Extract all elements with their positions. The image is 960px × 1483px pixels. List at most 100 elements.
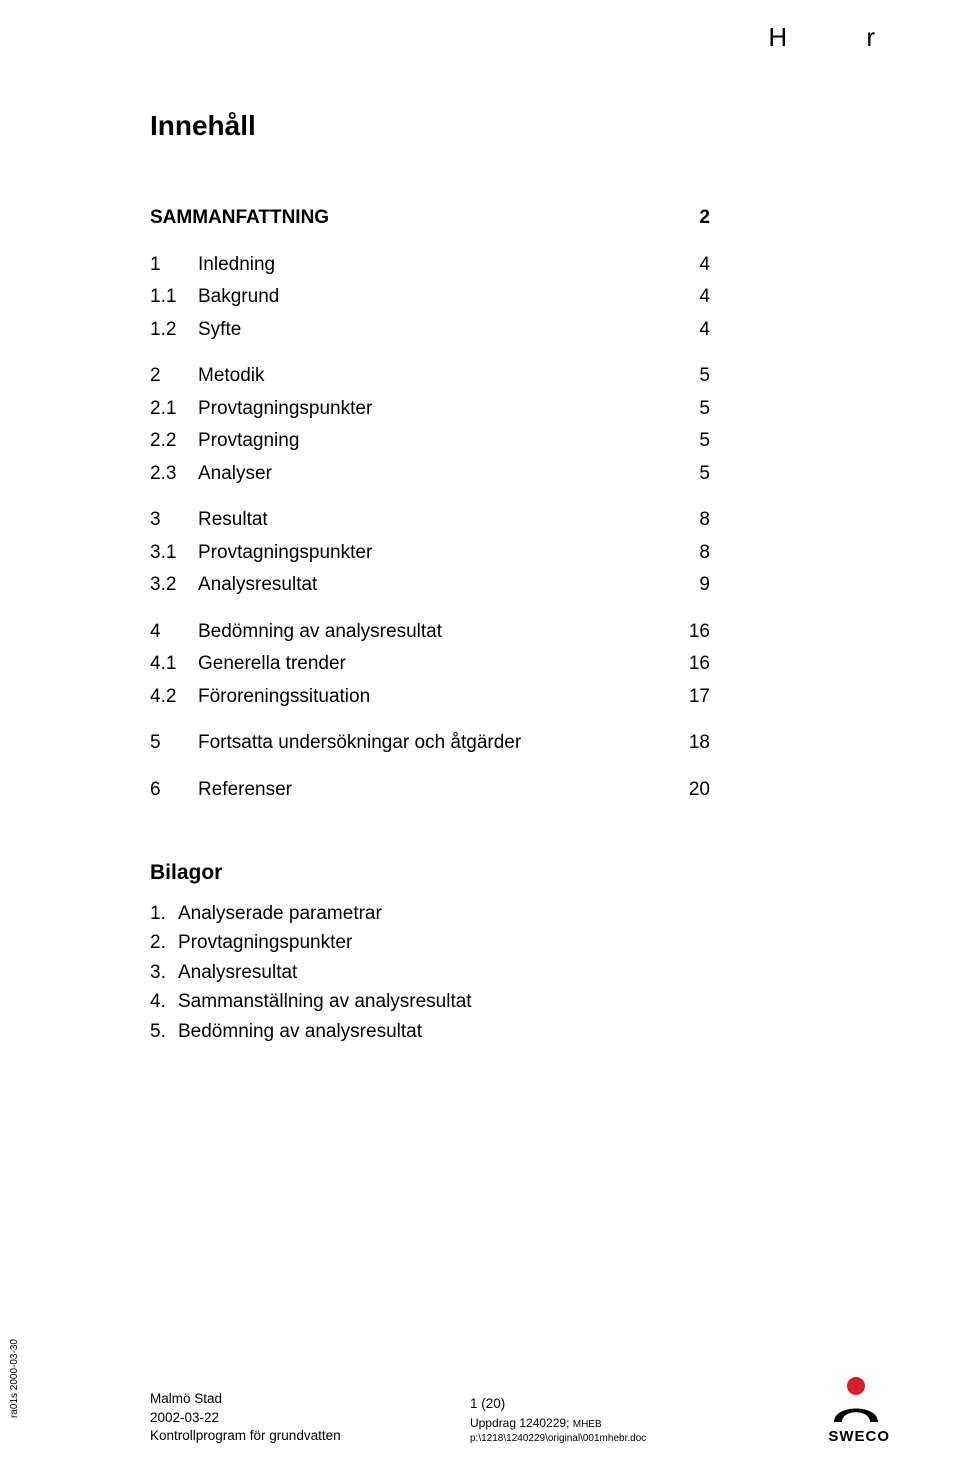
toc-number: 1 bbox=[150, 251, 198, 280]
toc-label: Analysresultat bbox=[198, 571, 317, 600]
toc-row: 4.1Generella trender 16 bbox=[150, 648, 710, 681]
appendix-item-label: Analysresultat bbox=[178, 962, 297, 983]
side-revision-tag: ra01s 2000-03-30 bbox=[9, 1339, 20, 1418]
toc-label: Resultat bbox=[198, 506, 268, 535]
toc-number: 4.2 bbox=[150, 683, 198, 712]
toc-label: Analyser bbox=[198, 460, 272, 489]
footer-left-block: Malmö Stad 2002-03-22 Kontrollprogram fö… bbox=[150, 1390, 341, 1445]
toc-row-left: 3.2Analysresultat bbox=[150, 571, 317, 600]
toc-number: 2.1 bbox=[150, 395, 198, 424]
appendix-item-label: Bedömning av analysresultat bbox=[178, 1021, 422, 1042]
toc-page: 4 bbox=[680, 283, 710, 312]
toc-number: 1.2 bbox=[150, 316, 198, 345]
toc-row: 1.1Bakgrund 4 bbox=[150, 281, 710, 314]
header-letter-right: r bbox=[866, 22, 875, 52]
toc-row-left: 5Fortsatta undersökningar och åtgärder bbox=[150, 729, 521, 758]
logo-arc bbox=[834, 1409, 878, 1423]
footer-uppdrag: Uppdrag 1240229; MHEB bbox=[470, 1415, 646, 1432]
toc-row: 1.2Syfte 4 bbox=[150, 314, 710, 347]
footer-client: Malmö Stad bbox=[150, 1390, 341, 1408]
toc-page: 18 bbox=[680, 729, 710, 758]
toc-row-left: 4Bedömning av analysresultat bbox=[150, 618, 442, 647]
toc-page: 8 bbox=[680, 506, 710, 535]
toc-page: 20 bbox=[680, 776, 710, 805]
footer-project: Kontrollprogram för grundvatten bbox=[150, 1427, 341, 1445]
appendix-list: 1.Analyserade parametrar2.Provtagningspu… bbox=[150, 899, 870, 1046]
toc-row: 6Referenser 20 bbox=[150, 774, 710, 807]
toc-row: 5Fortsatta undersökningar och åtgärder 18 bbox=[150, 727, 710, 760]
toc-row: 4Bedömning av analysresultat16 bbox=[150, 616, 710, 649]
toc-row-left: 2Metodik bbox=[150, 362, 265, 391]
toc-row-left: 1.2Syfte bbox=[150, 316, 241, 345]
footer-filepath: p:\1218\1240229\original\001mhebr.doc bbox=[470, 1432, 646, 1446]
toc-number: 5 bbox=[150, 729, 198, 758]
toc-number: 4 bbox=[150, 618, 198, 647]
toc-number: 3.1 bbox=[150, 539, 198, 568]
appendix-item-number: 2. bbox=[150, 928, 178, 957]
sweco-logo-text: SWECO bbox=[828, 1428, 890, 1445]
toc-label: Syfte bbox=[198, 316, 241, 345]
toc-row: 4.2Föroreningssituation 17 bbox=[150, 681, 710, 714]
appendix-item: 4.Sammanställning av analysresultat bbox=[150, 987, 870, 1016]
footer-mid-block: 1 (20) Uppdrag 1240229; MHEB p:\1218\124… bbox=[470, 1395, 646, 1445]
toc-label: Referenser bbox=[198, 776, 292, 805]
toc-row: 3.2Analysresultat 9 bbox=[150, 569, 710, 602]
footer-page-number: 1 (20) bbox=[470, 1395, 646, 1413]
toc-page: 4 bbox=[680, 316, 710, 345]
header-letter-left: H bbox=[768, 22, 787, 52]
toc-row: 2.2Provtagning5 bbox=[150, 425, 710, 458]
toc-row-left: 6Referenser bbox=[150, 776, 292, 805]
toc-row-left: 1Inledning bbox=[150, 251, 275, 280]
toc-row: 2.1Provtagningspunkter 5 bbox=[150, 393, 710, 426]
toc-page: 5 bbox=[680, 395, 710, 424]
toc-row-left: 2.2Provtagning bbox=[150, 427, 299, 456]
appendix-item-label: Provtagningspunkter bbox=[178, 932, 352, 953]
appendix-item: 2.Provtagningspunkter bbox=[150, 928, 870, 957]
appendix-item-number: 3. bbox=[150, 958, 178, 987]
table-of-contents: SAMMANFATTNING21Inledning41.1Bakgrund41.… bbox=[150, 202, 710, 806]
toc-number: 2.3 bbox=[150, 460, 198, 489]
toc-number: 6 bbox=[150, 776, 198, 805]
sweco-logo: SWECO bbox=[828, 1374, 890, 1445]
footer-date: 2002-03-22 bbox=[150, 1409, 341, 1427]
appendix-item-label: Sammanställning av analysresultat bbox=[178, 991, 472, 1012]
appendix-item-number: 4. bbox=[150, 987, 178, 1016]
toc-label: Provtagning bbox=[198, 427, 299, 456]
toc-page: 5 bbox=[680, 362, 710, 391]
appendix-item-number: 1. bbox=[150, 899, 178, 928]
toc-label: Fortsatta undersökningar och åtgärder bbox=[198, 729, 521, 758]
toc-page: 17 bbox=[680, 683, 710, 712]
footer-uppdrag-label: Uppdrag 1240229; bbox=[470, 1416, 573, 1430]
toc-label: Bedömning av analysresultat bbox=[198, 618, 442, 647]
toc-number: 3.2 bbox=[150, 571, 198, 600]
logo-dot bbox=[847, 1377, 865, 1395]
toc-page: 9 bbox=[680, 571, 710, 600]
toc-row-left: 3.1Provtagningspunkter bbox=[150, 539, 372, 568]
appendix-item-number: 5. bbox=[150, 1017, 178, 1046]
toc-label: Provtagningspunkter bbox=[198, 395, 372, 424]
toc-row: 1Inledning 4 bbox=[150, 249, 710, 282]
appendix-title: Bilagor bbox=[150, 861, 870, 885]
toc-row-left: 4.1Generella trender bbox=[150, 650, 346, 679]
page-title: Innehåll bbox=[150, 110, 870, 142]
toc-number: 2 bbox=[150, 362, 198, 391]
toc-row: 3Resultat 8 bbox=[150, 504, 710, 537]
sweco-logo-icon bbox=[828, 1374, 884, 1426]
toc-row: 2.3Analyser 5 bbox=[150, 458, 710, 491]
toc-number: 1.1 bbox=[150, 283, 198, 312]
toc-label: Inledning bbox=[198, 251, 275, 280]
toc-page: 4 bbox=[680, 251, 710, 280]
toc-number: 3 bbox=[150, 506, 198, 535]
toc-page: 5 bbox=[680, 460, 710, 489]
footer-uppdrag-code: MHEB bbox=[573, 1419, 602, 1430]
appendix-item-label: Analyserade parametrar bbox=[178, 903, 382, 924]
toc-label: SAMMANFATTNING bbox=[150, 204, 329, 233]
toc-row: 2Metodik 5 bbox=[150, 360, 710, 393]
toc-label: Föroreningssituation bbox=[198, 683, 370, 712]
page-footer: ra01s 2000-03-30 Malmö Stad 2002-03-22 K… bbox=[0, 1353, 960, 1463]
toc-page: 16 bbox=[680, 650, 710, 679]
toc-row-left: 3Resultat bbox=[150, 506, 268, 535]
toc-label: Bakgrund bbox=[198, 283, 279, 312]
toc-page: 2 bbox=[680, 204, 710, 233]
toc-number: 2.2 bbox=[150, 427, 198, 456]
